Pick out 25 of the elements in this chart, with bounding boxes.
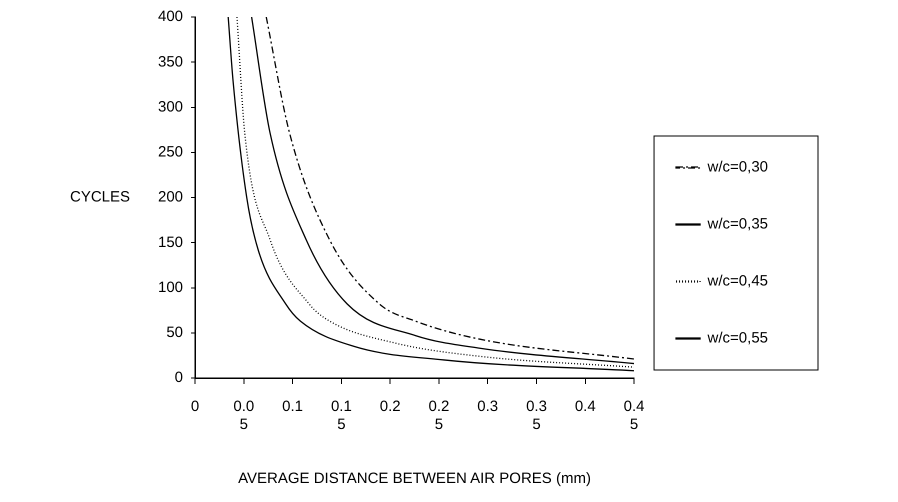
y-tick-label: 250 (158, 144, 184, 161)
y-tick-label: 350 (158, 53, 184, 70)
y-tick-label: 100 (158, 278, 184, 296)
y-tick-label: 200 (158, 188, 184, 206)
y-tick-label: 300 (158, 98, 184, 116)
x-tick-label: 0.0 5 (233, 398, 254, 434)
y-tick-label: 50 (166, 324, 184, 342)
x-tick-label: 0.4 (574, 398, 596, 416)
x-tick-label: 0.3 (477, 398, 498, 416)
legend-label: w/c=0,45 (706, 272, 768, 290)
x-axis-title: AVERAGE DISTANCE BETWEEN AIR PORES (mm) (238, 470, 591, 488)
y-tick-label: 0 (174, 369, 184, 386)
legend-label: w/c=0,30 (706, 158, 768, 176)
x-tick-label: 0.1 (282, 398, 304, 416)
legend-label: w/c=0,55 (706, 330, 768, 347)
y-tick-label: 400 (158, 8, 184, 26)
legend-label: w/c=0,35 (706, 216, 768, 233)
x-tick-label: 0 (190, 398, 200, 416)
x-tick-label: 0.4 5 (624, 398, 644, 434)
x-tick-label: 0.3 5 (526, 398, 547, 434)
x-tick-label: 0.2 (380, 398, 401, 416)
x-tick-label: 0.1 5 (330, 398, 352, 434)
y-axis-title: CYCLES (70, 188, 130, 206)
x-tick-label: 0.2 5 (428, 398, 450, 434)
y-tick-label: 150 (158, 234, 184, 251)
